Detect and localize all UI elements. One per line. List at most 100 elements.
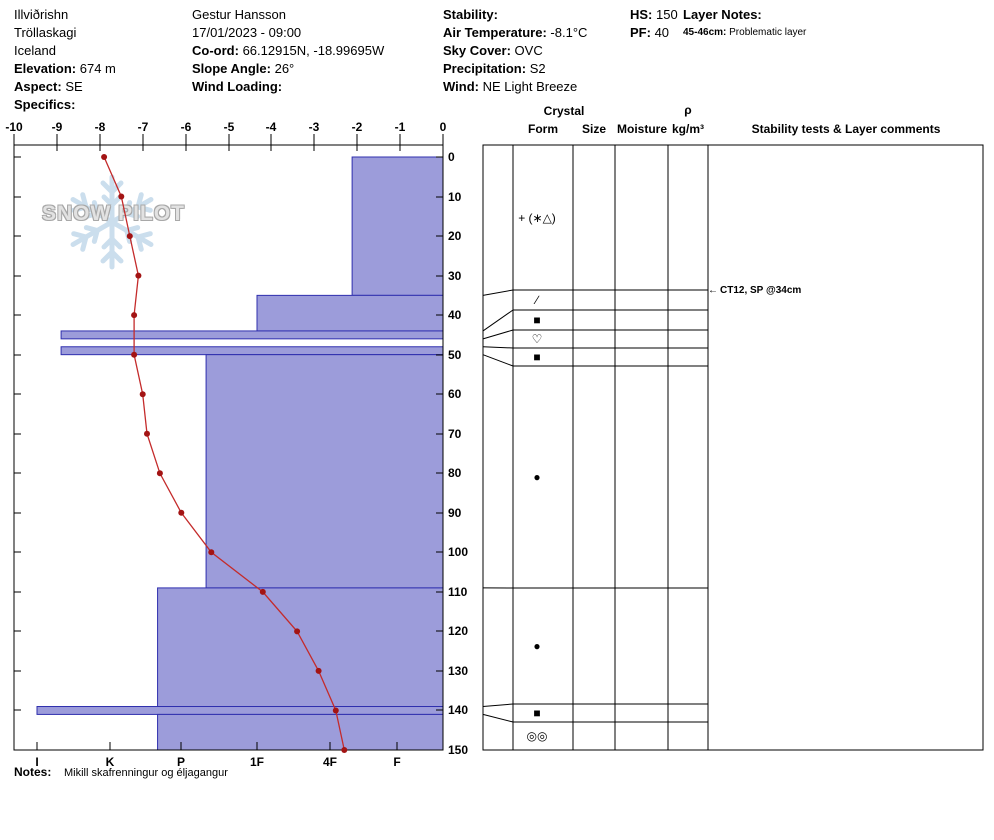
depth-tick-label: 50 bbox=[448, 348, 462, 362]
temperature-profile-point bbox=[118, 193, 125, 200]
hs-value: 150 bbox=[656, 7, 678, 22]
wind-value: NE Light Breeze bbox=[482, 79, 578, 94]
sky-cover-label: Sky Cover: bbox=[443, 43, 511, 58]
coord-label: Co-ord: bbox=[192, 43, 239, 58]
depth-tick-label: 90 bbox=[448, 506, 462, 520]
stability-label: Stability: bbox=[443, 7, 498, 22]
temperature-profile-point bbox=[131, 351, 138, 358]
temperature-profile-point bbox=[341, 747, 348, 753]
temp-tick-label: -5 bbox=[223, 120, 235, 134]
crystal-form-symbol: ■ bbox=[533, 706, 541, 720]
temp-tick-label: -2 bbox=[351, 120, 363, 134]
annotation-text: CT12, SP @34cm bbox=[720, 285, 802, 296]
slope-angle-value: 26° bbox=[274, 61, 295, 76]
hardness-label: K bbox=[105, 755, 115, 769]
snow-layer-bar bbox=[157, 587, 444, 708]
aspect-label: Aspect: bbox=[14, 79, 62, 94]
coord-row: Co-ord: 66.12915N, -18.99695W bbox=[192, 42, 384, 60]
depth-tick-label: 70 bbox=[448, 427, 462, 441]
layer-connector-line bbox=[482, 354, 514, 367]
temp-tick-label: -1 bbox=[394, 120, 406, 134]
wind-row: Wind: NE Light Breeze bbox=[443, 78, 587, 96]
sky-cover-value: OVC bbox=[514, 43, 543, 58]
stability-test-annotation: ← CT12, SP @34cm bbox=[708, 285, 801, 296]
temperature-profile-point bbox=[101, 154, 108, 160]
notes-label: Notes: bbox=[14, 765, 52, 779]
totals-block: HS: 150 PF: 40 bbox=[630, 6, 678, 42]
slope-angle-label: Slope Angle: bbox=[192, 61, 271, 76]
precipitation-label: Precipitation: bbox=[443, 61, 527, 76]
specifics-label: Specifics: bbox=[14, 97, 76, 112]
observation-datetime: 17/01/2023 - 09:00 bbox=[192, 25, 302, 40]
layer-note-depth: 45-46cm: bbox=[683, 27, 727, 38]
depth-tick-label: 80 bbox=[448, 466, 462, 480]
depth-tick-label: 130 bbox=[448, 664, 469, 678]
layer-connector-line bbox=[482, 346, 514, 349]
pf-label: PF: bbox=[630, 25, 651, 40]
sky-cover-row: Sky Cover: OVC bbox=[443, 42, 587, 60]
hs-label: HS: bbox=[630, 7, 653, 22]
wind-loading-row: Wind Loading: bbox=[192, 78, 384, 96]
crystal-form-symbol: ● bbox=[533, 639, 541, 653]
temp-tick-label: 0 bbox=[439, 120, 447, 134]
density-units-header: kg/m³ bbox=[671, 122, 705, 136]
snow-layer-bar bbox=[157, 713, 444, 751]
temp-tick-label: -9 bbox=[51, 120, 63, 134]
pf-value: 40 bbox=[654, 25, 670, 40]
slope-angle-row: Slope Angle: 26° bbox=[192, 60, 384, 78]
depth-tick-label: 40 bbox=[448, 308, 462, 322]
depth-tick-label: 100 bbox=[448, 545, 469, 559]
temperature-profile-point bbox=[126, 233, 133, 240]
specifics-row: Specifics: bbox=[14, 96, 116, 114]
comments-column-header: Stability tests & Layer comments bbox=[751, 122, 941, 136]
hardness-label: F bbox=[393, 755, 401, 769]
crystal-form-symbol: ◎◎ bbox=[526, 729, 548, 743]
depth-tick-label: 150 bbox=[448, 743, 469, 757]
temp-tick-label: -6 bbox=[180, 120, 192, 134]
layer-note-text: Problematic layer bbox=[729, 27, 807, 38]
aspect-value: SE bbox=[65, 79, 83, 94]
annotation-arrow-icon: ← bbox=[708, 285, 718, 296]
crystal-form-symbol: ● bbox=[533, 470, 541, 484]
size-column-header: Size bbox=[581, 122, 607, 136]
hardness-label: I bbox=[35, 755, 39, 769]
snow-layer-bar bbox=[351, 156, 444, 296]
stability-row: Stability: bbox=[443, 6, 587, 24]
moisture-column-header: Moisture bbox=[616, 122, 668, 136]
layer-connector-line bbox=[482, 703, 514, 708]
location-region: Tröllaskagi bbox=[14, 25, 77, 40]
crystal-form-symbol: ■ bbox=[533, 313, 541, 327]
conditions-block: Stability: Air Temperature: -8.1°C Sky C… bbox=[443, 6, 587, 96]
temp-tick-label: -8 bbox=[94, 120, 106, 134]
layer-connector-line bbox=[482, 309, 514, 332]
layer-connector-line bbox=[482, 289, 514, 296]
air-temp-row: Air Temperature: -8.1°C bbox=[443, 24, 587, 42]
depth-tick-label: 120 bbox=[448, 624, 469, 638]
temperature-profile-point bbox=[178, 509, 185, 516]
temp-tick-label: -4 bbox=[265, 120, 277, 134]
temp-tick-label: -7 bbox=[137, 120, 149, 134]
crystal-form-symbol: + (∗△) bbox=[518, 210, 556, 225]
precipitation-value: S2 bbox=[529, 61, 546, 76]
depth-tick-label: 140 bbox=[448, 703, 469, 717]
hardness-label: 1F bbox=[249, 755, 265, 769]
layer-note-entry: 45-46cm: Problematic layer bbox=[683, 26, 806, 40]
temperature-profile-point bbox=[332, 707, 339, 714]
temperature-profile-line bbox=[103, 156, 345, 751]
location-block: Illviðrishn Tröllaskagi Iceland Elevatio… bbox=[14, 6, 116, 114]
pf-row: PF: 40 bbox=[630, 24, 678, 42]
aspect-row: Aspect: SE bbox=[14, 78, 116, 96]
depth-tick-label: 60 bbox=[448, 387, 462, 401]
air-temp-label: Air Temperature: bbox=[443, 25, 547, 40]
depth-tick-label: 110 bbox=[448, 585, 468, 599]
layer-connector-line bbox=[482, 713, 514, 723]
panel-border bbox=[482, 144, 984, 751]
temperature-profile-point bbox=[294, 628, 301, 635]
crystal-column-header: Crystal bbox=[543, 104, 585, 118]
crystal-form-symbol: ∕ bbox=[535, 293, 539, 307]
observer-block: Gestur Hansson 17/01/2023 - 09:00 Co-ord… bbox=[192, 6, 384, 96]
temperature-profile-point bbox=[208, 549, 215, 556]
